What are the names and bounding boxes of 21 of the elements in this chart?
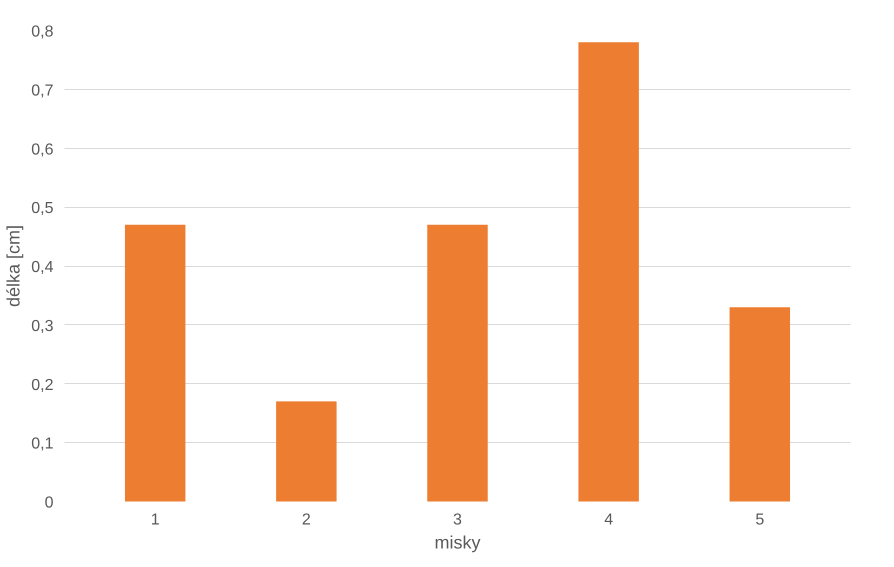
x-tick-label: 1	[150, 512, 160, 528]
y-tick-label: 0,6	[31, 141, 54, 158]
y-tick-label: 0,2	[31, 376, 54, 394]
x-tick-label: 3	[453, 512, 462, 528]
y-tick-label: 0,8	[31, 24, 54, 40]
y-tick-label: 0,1	[31, 436, 54, 453]
y-tick-label: 0,5	[31, 200, 54, 218]
bar	[730, 307, 790, 502]
y-tick-label: 0,4	[31, 259, 54, 276]
bar	[578, 42, 639, 502]
y-axis-title: délka [cm]	[3, 224, 24, 308]
y-tick-label: 0	[44, 494, 54, 512]
y-tick-label: 0,7	[31, 82, 54, 100]
x-tick-label: 2	[302, 512, 311, 528]
x-tick-label: 4	[604, 512, 614, 528]
bar	[427, 224, 488, 502]
bar	[124, 224, 186, 502]
x-axis-title: misky	[434, 532, 481, 552]
bar	[276, 401, 337, 502]
x-tick-label: 5	[755, 512, 764, 528]
y-tick-label: 0,3	[31, 318, 54, 335]
